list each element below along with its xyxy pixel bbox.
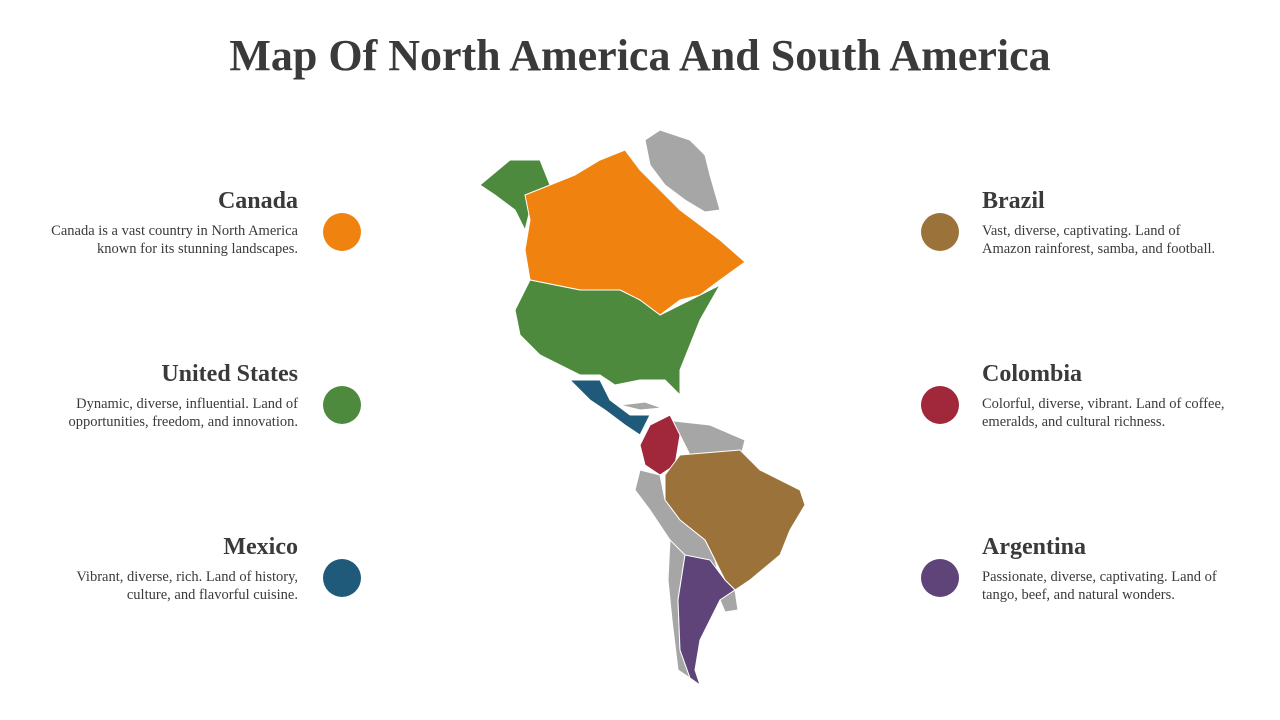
item-name: Mexico [223, 534, 298, 560]
item-name: Argentina [982, 534, 1086, 560]
greenland [644, 129, 721, 213]
item-description: Canada is a vast country in North Americ… [51, 223, 298, 257]
item-description: Dynamic, diverse, influential. Land of o… [68, 396, 298, 430]
item-name: Brazil [982, 188, 1045, 214]
item: Colombia Colorful, diverse, vibrant. Land… [982, 361, 1232, 431]
item: United States Dynamic, diverse, influenti… [48, 361, 298, 431]
item-dot [323, 559, 361, 597]
item-name: Colombia [982, 361, 1083, 387]
item-dot [323, 386, 361, 424]
title: Map Of North America And South America [229, 31, 1051, 80]
uruguay [719, 589, 739, 613]
item-dot [921, 559, 959, 597]
item-description: Colorful, diverse, vibrant. Land of coff… [982, 396, 1225, 430]
colombia [639, 414, 681, 476]
item-dot [921, 213, 959, 251]
item-description: Vast, diverse, captivating. Land of Amaz… [982, 223, 1216, 257]
item-dot [323, 213, 361, 251]
item: Mexico Vibrant, diverse, rich. Land of hi… [48, 534, 298, 604]
item-description: Passionate, diverse, captivating. Land o… [982, 569, 1217, 603]
item-name: Canada [217, 188, 298, 214]
caribbean [619, 401, 663, 411]
united-states [514, 279, 721, 396]
mexico [569, 379, 651, 436]
item-name: United States [161, 361, 298, 387]
item: Brazil Vast, diverse, captivating. Land o… [982, 188, 1232, 258]
argentina [677, 554, 736, 686]
item-description: Vibrant, diverse, rich. Land of history,… [76, 569, 298, 603]
item: Canada Canada is a vast country in North … [48, 188, 298, 258]
item: Argentina Passionate, diverse, captivatin… [982, 534, 1232, 604]
item-dot [921, 386, 959, 424]
